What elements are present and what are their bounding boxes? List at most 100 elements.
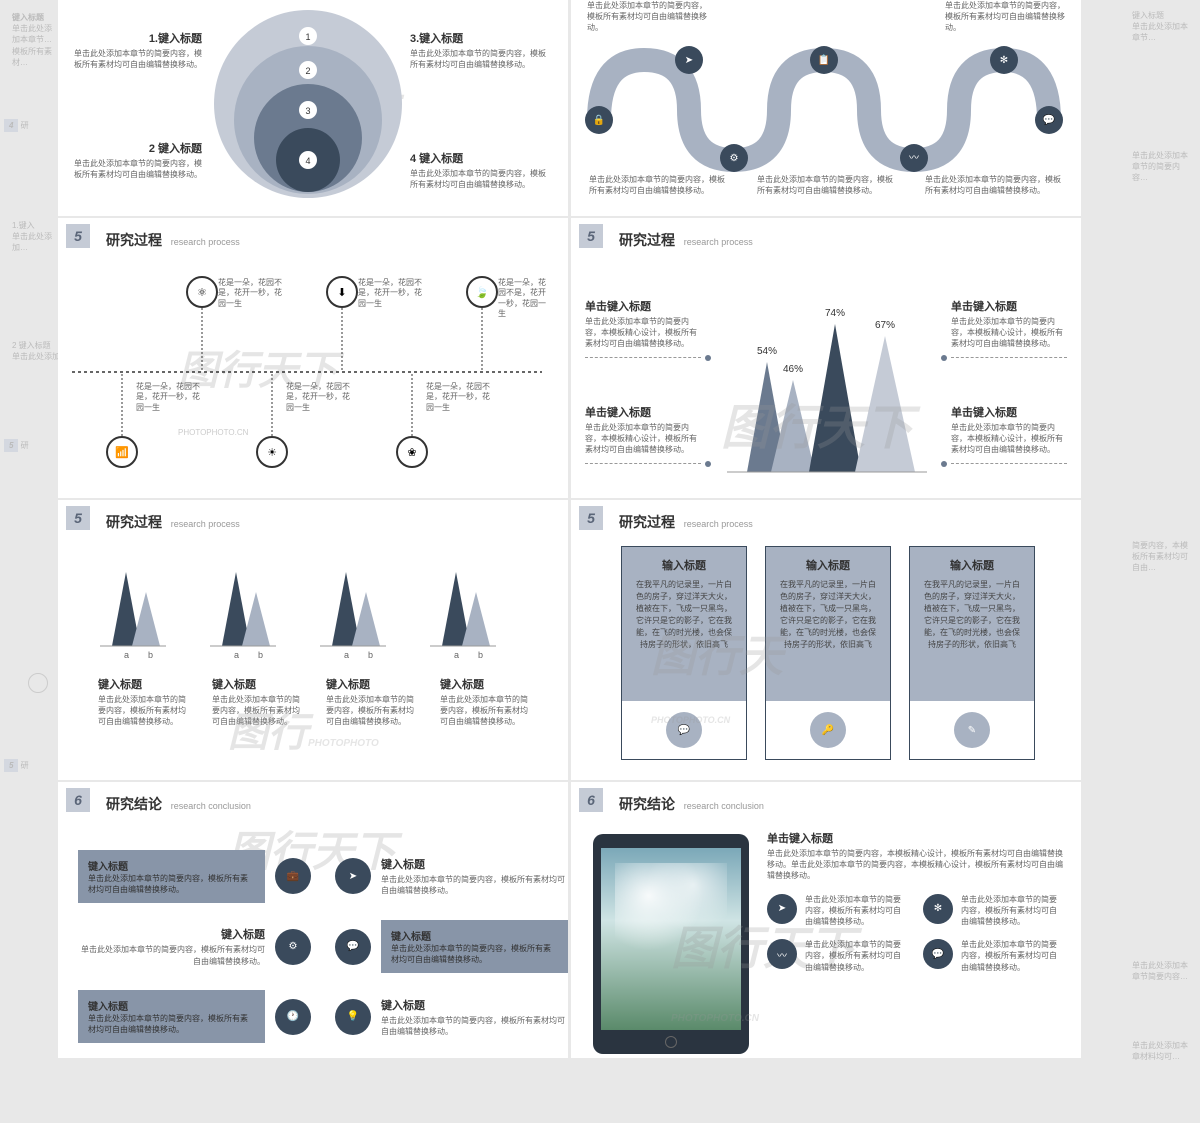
roadmap-bottom: 单击此处添加本章节的简要内容，模板所有素材均可自由编辑替换移动。 [757, 174, 895, 196]
side-fragment-r: 键入标题单击此处添加本章节… [1132, 10, 1188, 44]
mtn-text: 单击此处添加本章节的简要内容，本模板精心设计，模板所有素材均可自由编辑替换移动。 [585, 316, 701, 350]
icon-row: 键入标题单击此处添加本章节的简要内容，模板所有素材均可自由编辑替换移动。 ⚙ [78, 918, 311, 974]
tablet-frame [593, 834, 749, 1054]
section-number: 6 [579, 788, 603, 812]
side-fragment-r: 简要内容，本模板所有素材均可自由… [1132, 540, 1188, 574]
svg-text:1: 1 [305, 32, 310, 42]
svg-text:a: a [124, 650, 129, 660]
feat-row: 💬单击此处添加本章节的简要内容，模板所有素材均可自由编辑替换移动。 [923, 939, 1063, 973]
mtn-label: 单击键入标题 [951, 298, 1067, 314]
svg-text:📶: 📶 [115, 446, 129, 459]
cogs-icon: ⚙ [275, 929, 311, 965]
side-fragment-r: 单击此处添加本章节简要内容… [1132, 960, 1188, 982]
section-en: research process [171, 237, 240, 247]
icon-row: 💬 键入标题单击此处添加本章节的简要内容，模板所有素材均可自由编辑替换移动。 [335, 918, 568, 974]
slide-mountains: 5 研究过程 research process 单击键入标题 单击此处添加本章节… [571, 218, 1081, 498]
svg-text:b: b [148, 650, 153, 660]
circle-text: 单击此处添加本章节的简要内容，模板所有素材均可自由编辑替换移动。 [72, 48, 202, 70]
roadmap-top-text: 单击此处添加本章节的简要内容，模板所有素材均可自由编辑替换移动。 [945, 0, 1065, 34]
svg-text:⚛: ⚛ [197, 287, 207, 299]
card-title: 输入标题 [922, 557, 1022, 573]
feat-row: ✻单击此处添加本章节的简要内容，模板所有素材均可自由编辑替换移动。 [923, 894, 1063, 928]
section-title: 研究过程 [619, 512, 675, 532]
section-title: 研究过程 [619, 230, 675, 250]
slide-icon-rows: 6 研究结论 research conclusion 图行天下 键入标题单击此处… [58, 782, 568, 1058]
circle-text: 单击此处添加本章节的简要内容，模板所有素材均可自由编辑替换移动。 [410, 168, 550, 190]
tri-group: ab [98, 554, 168, 657]
chat-icon: 💬 [666, 712, 702, 748]
card-body: 在我平凡的记录里，一片白色的房子，穿过洋天大火，植被在下，飞成一只黑鸟，它许只是… [634, 579, 734, 651]
bulb-icon: 💡 [335, 999, 371, 1035]
roadmap-bottom: 单击此处添加本章节的简要内容，模板所有素材均可自由编辑替换移动。 [589, 174, 727, 196]
svg-text:〰: 〰 [909, 153, 919, 164]
svg-text:a: a [234, 650, 239, 660]
side-fragment: 1.键入单击此处添加… [12, 220, 52, 254]
card: 输入标题 在我平凡的记录里，一片白色的房子，穿过洋天大火，植被在下，飞成一只黑鸟… [765, 546, 891, 760]
wave-icon: 〰 [767, 939, 797, 969]
section-number: 6 [66, 788, 90, 812]
pencil-icon: ✎ [954, 712, 990, 748]
tri-title: 键入标题 [212, 676, 304, 692]
circle-label-1: 1.键入标题 [72, 30, 202, 46]
section-number: 5 [66, 506, 90, 530]
icon-row: 键入标题单击此处添加本章节的简要内容，模板所有素材均可自由编辑替换移动。 🕐 [78, 989, 311, 1045]
briefcase-icon: 💼 [275, 858, 311, 894]
svg-text:⚙: ⚙ [730, 153, 739, 164]
mtn-label: 单击键入标题 [951, 404, 1067, 420]
slide-roadmap: 单击此处添加本章节的简要内容，模板所有素材均可自由编辑替换移动。 单击此处添加本… [571, 0, 1081, 216]
svg-text:b: b [368, 650, 373, 660]
slide-tablet: 6 研究结论 research conclusion 图行天下PHOTOPHOT… [571, 782, 1081, 1058]
tri-group: ab [208, 554, 278, 657]
icon-row: ➤ 键入标题单击此处添加本章节的简要内容，模板所有素材均可自由编辑替换移动。 [335, 848, 568, 904]
chat-icon: 💬 [335, 929, 371, 965]
tri-group: ab [428, 554, 498, 657]
section-en: research process [684, 237, 753, 247]
svg-text:🔒: 🔒 [593, 114, 605, 126]
concentric-chart: 1 2 3 4 [213, 10, 403, 205]
section-title: 研究结论 [106, 794, 162, 814]
slide-circles: 图行天下 1 2 3 4 1.键入标题 单击此处添加本章节的简要内容，模板所有素… [58, 0, 568, 216]
svg-text:3: 3 [305, 106, 310, 116]
mtn-text: 单击此处添加本章节的简要内容，本模板精心设计，模板所有素材均可自由编辑替换移动。 [951, 316, 1067, 350]
section-en: research process [684, 519, 753, 529]
roadmap-path: 🔒➤⚙ 📋〰✻💬 [589, 30, 1063, 160]
card: 输入标题 在我平凡的记录里，一片白色的房子，穿过洋天大火，植被在下，飞成一只黑鸟… [909, 546, 1035, 760]
circle-text: 单击此处添加本章节的简要内容，模板所有素材均可自由编辑替换移动。 [72, 158, 202, 180]
mtn-val: 54% [757, 346, 777, 357]
circle-label-4: 4 键入标题 [410, 150, 550, 166]
mountain-chart: 54% 46% 74% 67% [717, 272, 937, 482]
section-en: research conclusion [684, 801, 764, 811]
send-icon: ➤ [335, 858, 371, 894]
side-num: 5 研 [4, 760, 29, 771]
svg-text:✻: ✻ [1000, 55, 1008, 66]
section-number: 5 [579, 506, 603, 530]
circle-text: 单击此处添加本章节的简要内容，模板所有素材均可自由编辑替换移动。 [410, 48, 550, 70]
slide-cards: 5 研究过程 research process 输入标题 在我平凡的记录里，一片… [571, 500, 1081, 780]
svg-text:67%: 67% [875, 320, 895, 331]
side-fragment-r: 单击此处添加本章节的简要内容… [1132, 150, 1188, 184]
card-title: 输入标题 [634, 557, 734, 573]
tri-text: 单击此处添加本章节的简要内容，模板所有素材均可自由编辑替换移动。 [98, 694, 190, 728]
svg-text:➤: ➤ [685, 55, 693, 66]
svg-text:74%: 74% [825, 308, 845, 319]
send-icon: ➤ [767, 894, 797, 924]
card-body: 在我平凡的记录里，一片白色的房子，穿过洋天大火，植被在下，飞成一只黑鸟，它许只是… [778, 579, 878, 651]
side-num: 4 研 [4, 120, 29, 131]
slide-small-mountains: 5 研究过程 research process ab ab ab ab 键入标题… [58, 500, 568, 780]
circle-label-2: 2 键入标题 [72, 140, 202, 156]
tablet-title: 单击键入标题 [767, 830, 1063, 846]
feat-row: ➤单击此处添加本章节的简要内容，模板所有素材均可自由编辑替换移动。 [767, 894, 907, 928]
svg-text:b: b [478, 650, 483, 660]
svg-text:☀: ☀ [267, 447, 277, 459]
mtn-text: 单击此处添加本章节的简要内容，本模板精心设计，模板所有素材均可自由编辑替换移动。 [951, 422, 1067, 456]
svg-text:❀: ❀ [407, 447, 416, 459]
icon-row: 💡 键入标题单击此处添加本章节的简要内容，模板所有素材均可自由编辑替换移动。 [335, 989, 568, 1045]
tri-title: 键入标题 [98, 676, 190, 692]
mtn-text: 单击此处添加本章节的简要内容，本模板精心设计，模板所有素材均可自由编辑替换移动。 [585, 422, 701, 456]
card-body: 在我平凡的记录里，一片白色的房子，穿过洋天大火，植被在下，飞成一只黑鸟，它许只是… [922, 579, 1022, 651]
chat-icon: 💬 [923, 939, 953, 969]
tri-title: 键入标题 [440, 676, 532, 692]
svg-text:4: 4 [305, 156, 310, 166]
side-fragment: 键入标题 单击此处添加本章节…模板所有素材… [12, 12, 52, 68]
key-icon: 🔑 [810, 712, 846, 748]
